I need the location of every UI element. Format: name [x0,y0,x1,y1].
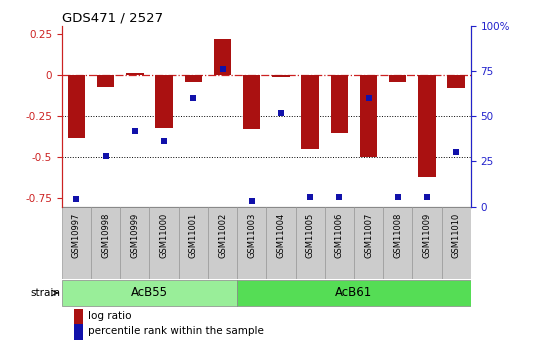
Bar [155,75,173,128]
Point [189,95,197,101]
Bar [272,75,289,77]
Bar [208,207,237,279]
Bar [412,207,442,279]
Text: GSM11005: GSM11005 [306,212,315,257]
Text: log ratio: log ratio [88,311,132,321]
Point [452,149,461,155]
Bar [442,207,471,279]
Point [72,197,81,202]
Point [335,195,344,200]
Bar [243,75,260,129]
Bar [266,207,295,279]
Point [247,198,256,204]
Bar [74,309,83,324]
Bar [448,75,465,88]
Text: GSM11002: GSM11002 [218,212,227,257]
Bar [354,207,383,279]
Bar [62,207,91,279]
Bar [179,207,208,279]
Bar [97,75,115,87]
Text: GSM10999: GSM10999 [130,212,139,257]
Bar [126,73,144,75]
Text: GSM11004: GSM11004 [277,212,286,257]
Text: strain: strain [31,288,60,298]
Point [131,128,139,134]
Point [101,153,110,159]
Bar [214,39,231,75]
Point [423,195,431,200]
Point [364,95,373,101]
Bar [121,207,150,279]
Bar [418,75,436,177]
Text: percentile rank within the sample: percentile rank within the sample [88,326,264,336]
Point [306,195,314,200]
Point [393,195,402,200]
Text: GSM11007: GSM11007 [364,212,373,258]
Point [218,67,227,72]
Bar [295,207,325,279]
Bar [301,75,319,149]
Bar [185,75,202,82]
Text: GSM11001: GSM11001 [189,212,198,257]
Text: GSM11000: GSM11000 [160,212,168,257]
Bar [330,75,348,132]
Text: AcB55: AcB55 [131,286,168,299]
Bar [237,207,266,279]
Text: GSM10997: GSM10997 [72,212,81,258]
Text: GSM10998: GSM10998 [101,212,110,258]
Bar [237,280,471,306]
Text: GSM11003: GSM11003 [247,212,256,258]
Point [277,110,285,115]
Bar [360,75,377,157]
Text: GDS471 / 2527: GDS471 / 2527 [62,12,163,25]
Text: GSM11006: GSM11006 [335,212,344,258]
Bar [68,75,85,138]
Bar [62,280,237,306]
Bar [325,207,354,279]
Bar [91,207,121,279]
Point [160,139,168,144]
Text: GSM11009: GSM11009 [422,212,431,257]
Text: GSM11010: GSM11010 [451,212,461,257]
Bar [383,207,412,279]
Bar [389,75,407,82]
Bar [74,324,83,339]
Text: AcB61: AcB61 [335,286,372,299]
Text: GSM11008: GSM11008 [393,212,402,258]
Bar [150,207,179,279]
